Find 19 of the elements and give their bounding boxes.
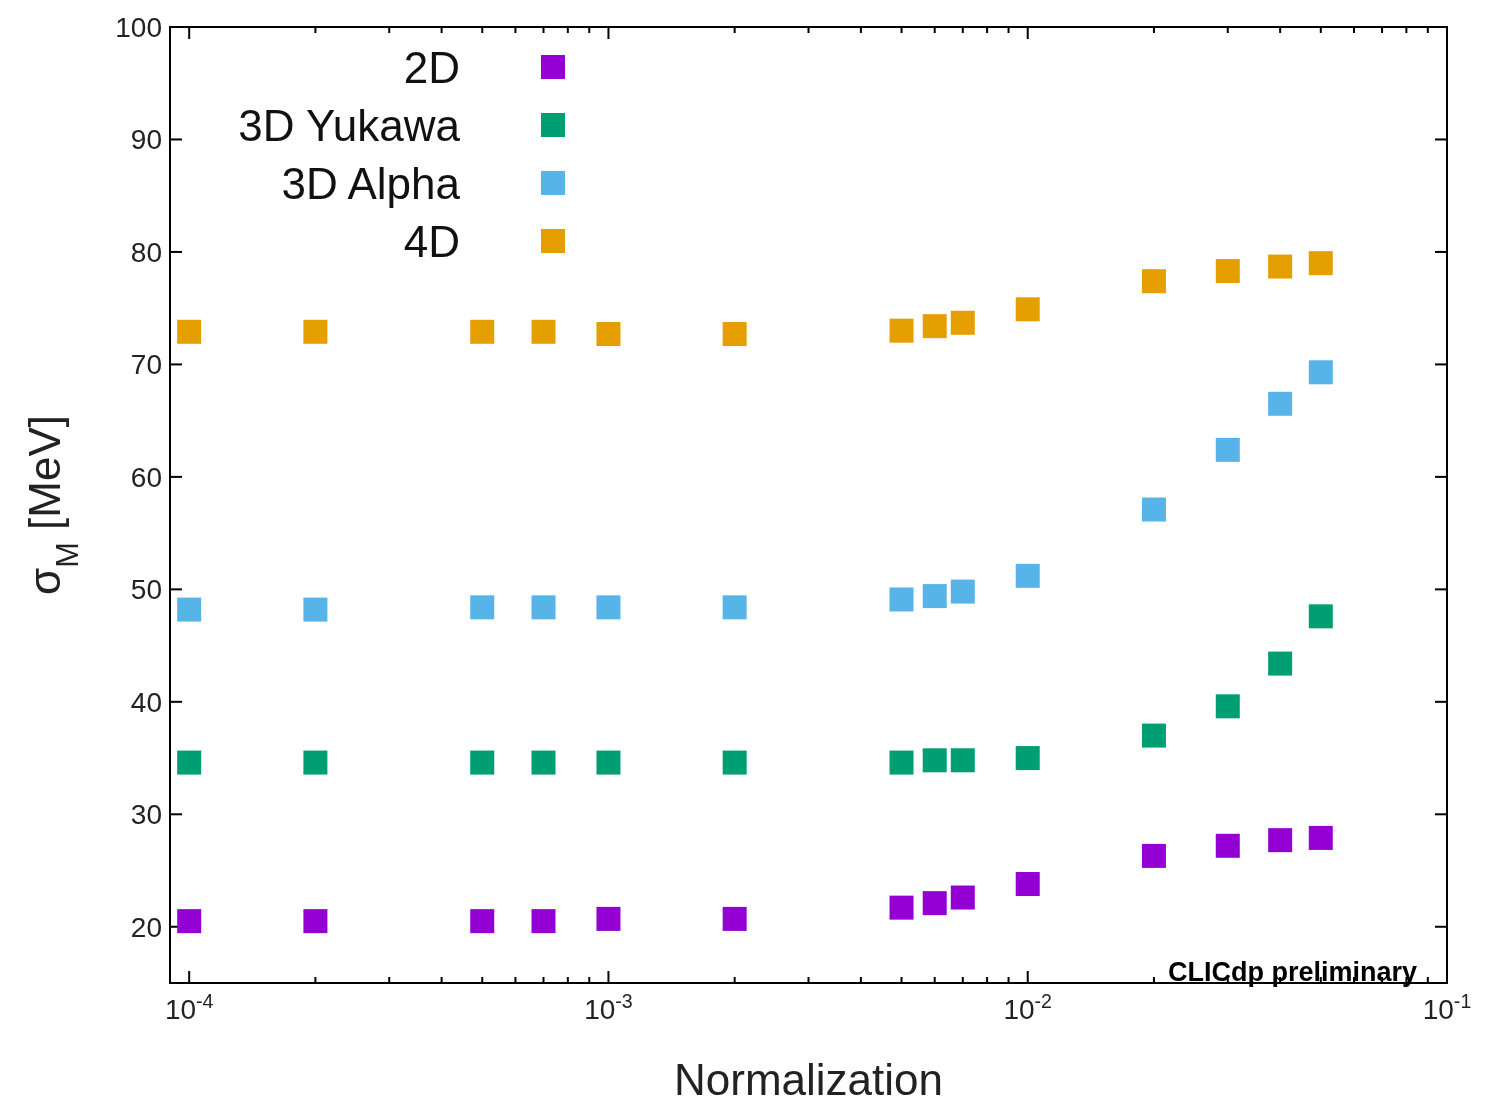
y-tick-label: 70 <box>130 349 162 381</box>
legend-label: 3D Yukawa <box>238 101 461 150</box>
y-tick-label: 60 <box>130 461 162 493</box>
y-tick-label: 90 <box>130 124 162 156</box>
x-tick-label: 10$^{-3}$ <box>584 990 633 1025</box>
x-axis-title: Normalization <box>674 1055 943 1099</box>
x-tick-label: 10$^{-4}$ <box>164 990 214 1025</box>
y-tick-label: 30 <box>130 799 162 831</box>
legend-label: 4D <box>403 217 460 266</box>
annotation: CLICdp preliminary <box>1167 957 1417 987</box>
legend-label: 3D Alpha <box>281 159 461 208</box>
x-tick-label: 10$^{-2}$ <box>1003 990 1053 1025</box>
y-tick-label: 100 <box>115 12 162 43</box>
y-tick-label: 50 <box>130 574 162 606</box>
x-tick-label: 10$^{-1}$ <box>1422 990 1472 1025</box>
legend-label: 2D <box>403 43 460 92</box>
y-tick-label: 20 <box>130 911 162 943</box>
y-tick-label: 80 <box>130 236 162 268</box>
y-tick-label: 40 <box>130 686 162 718</box>
